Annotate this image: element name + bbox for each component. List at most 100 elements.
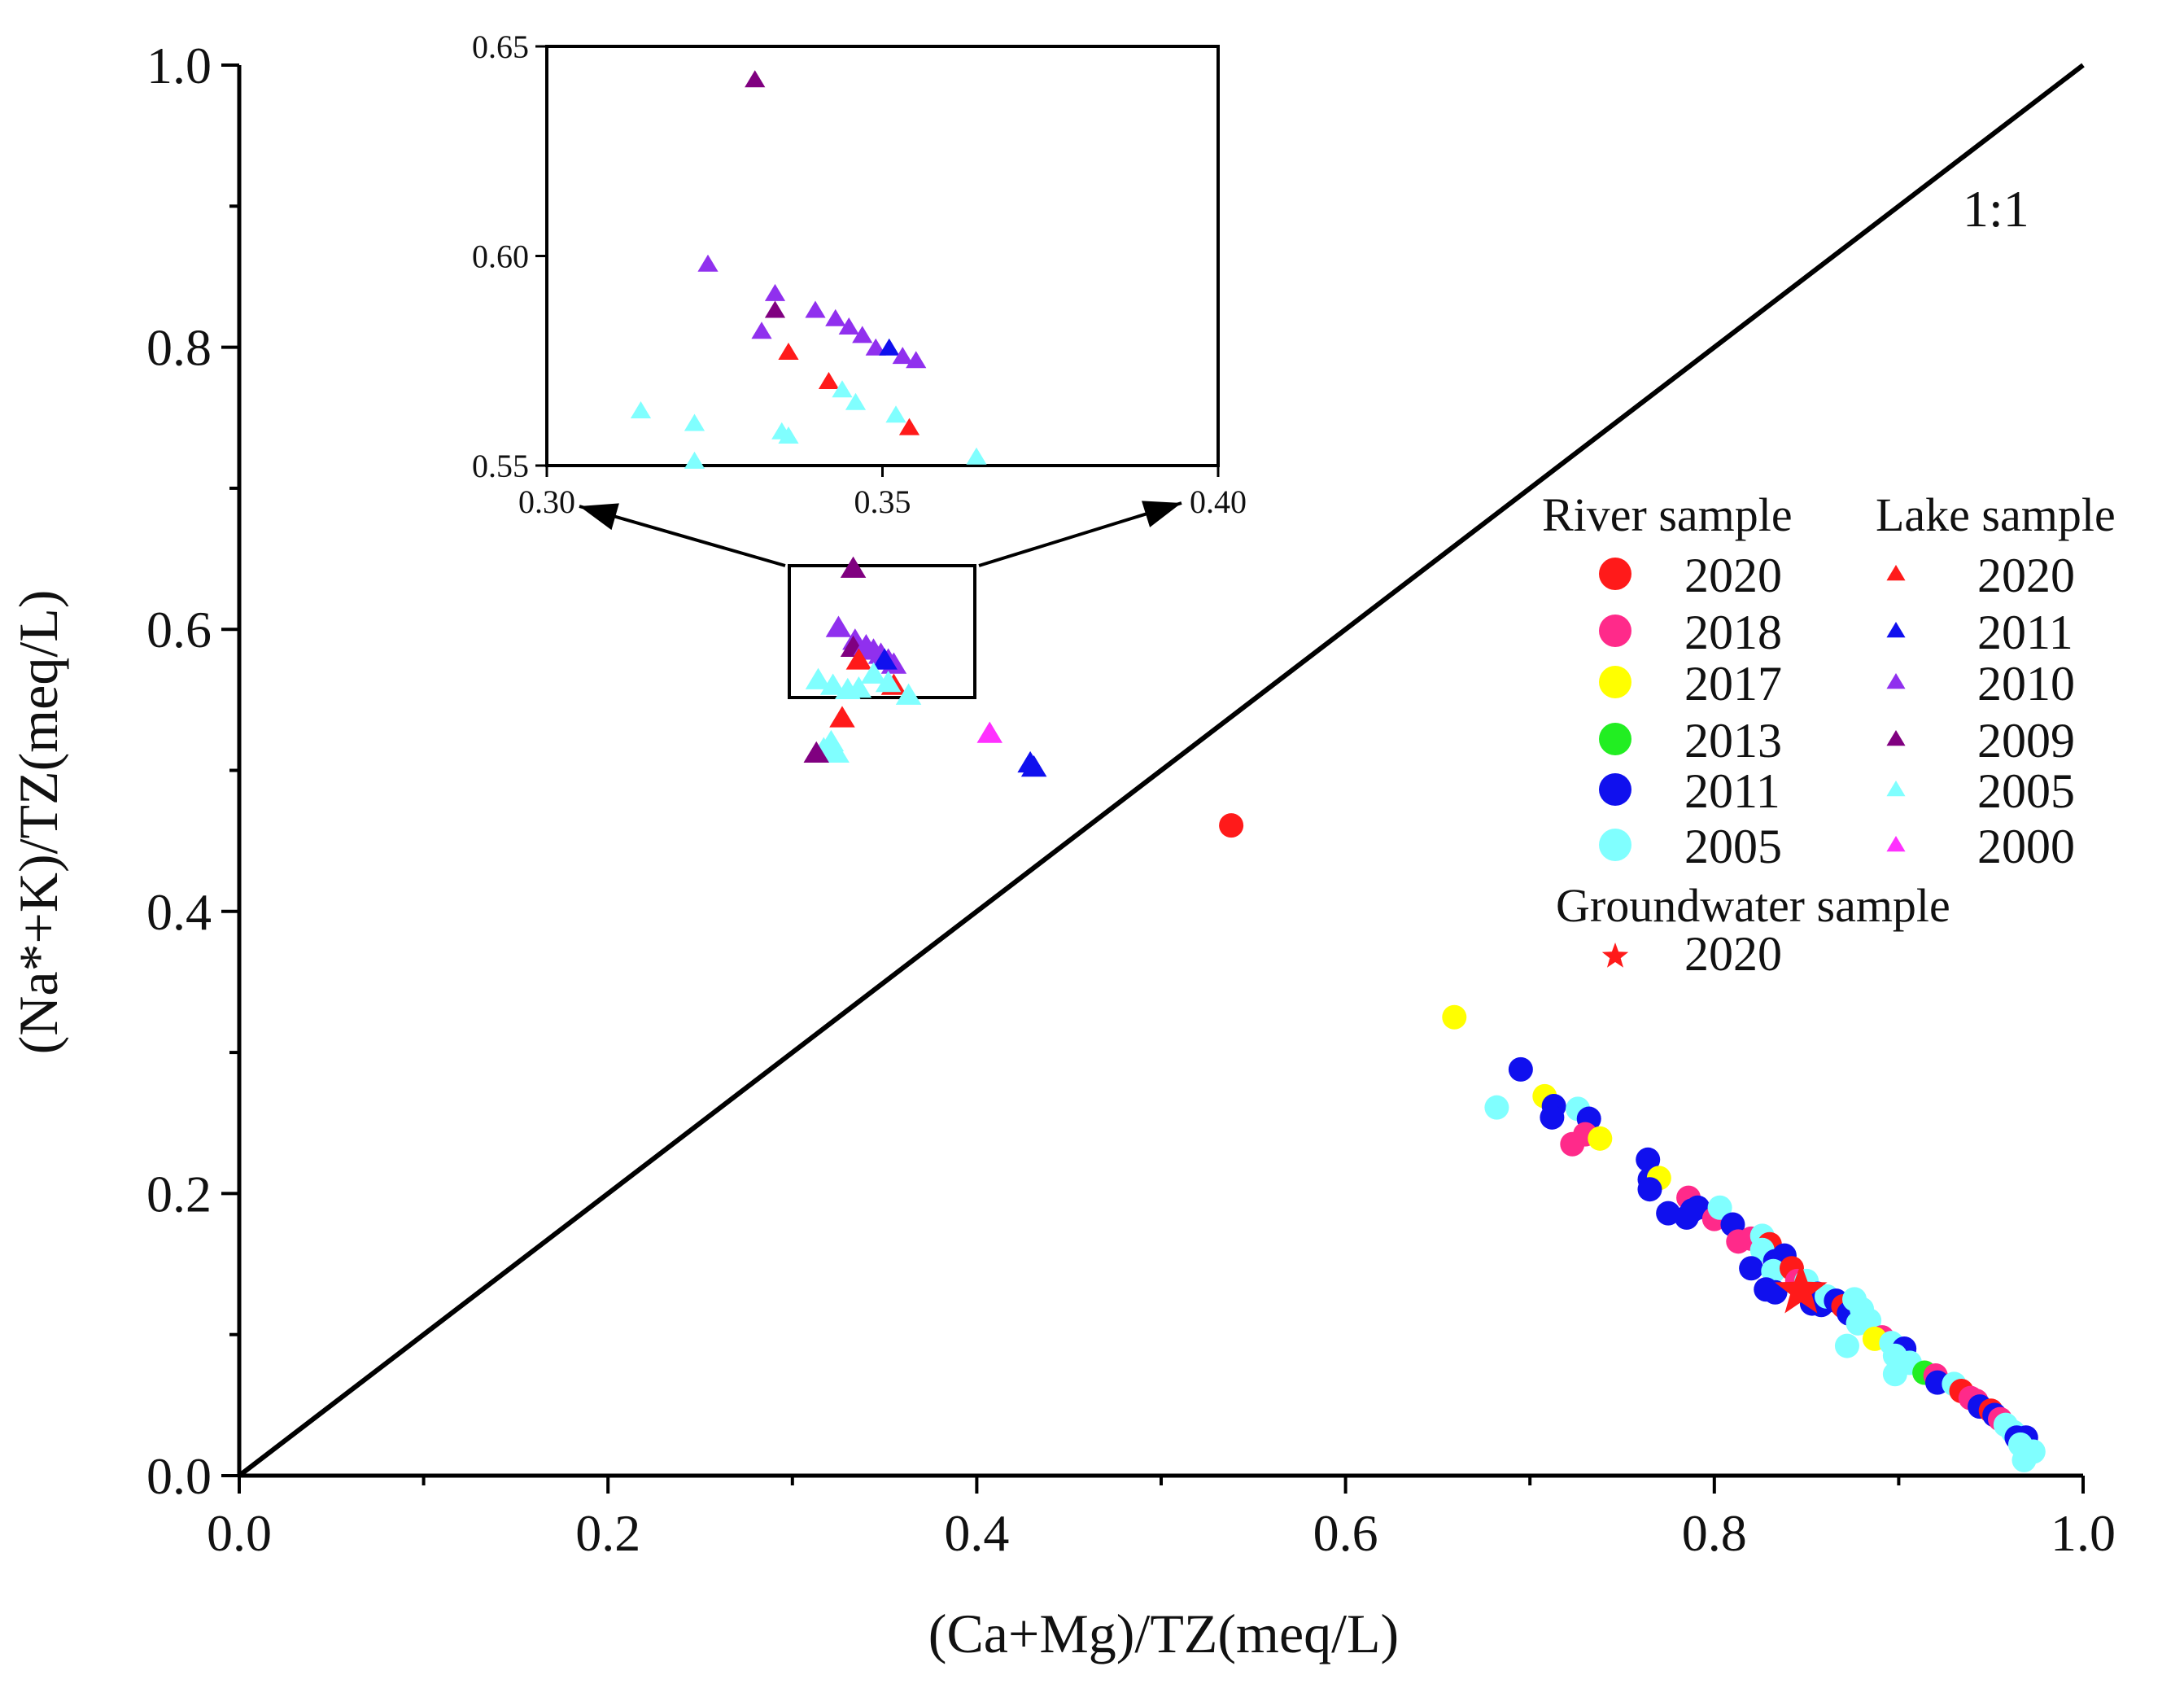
legend-lake-label: 2010 [1977, 657, 2075, 711]
zoom-arrow-left-head [579, 503, 619, 531]
legend-river-label: 2013 [1684, 714, 1782, 768]
main-plot: 0.0 0.2 0.4 0.6 0.8 1.0 0.0 0.2 0.4 0.6 0.8 1.0 [146, 37, 2116, 1562]
zoom-arrow-right-head [1142, 501, 1182, 527]
lake-sample-point [845, 648, 872, 670]
legend-lake-marker [1886, 836, 1906, 852]
river-sample-point [1588, 1126, 1613, 1151]
legend-river-label: 2017 [1684, 657, 1782, 711]
river-sample-point [1484, 1095, 1509, 1120]
inset-lake-point [684, 451, 705, 469]
legend-river-marker [1599, 615, 1631, 647]
legend-river-marker [1599, 829, 1631, 861]
legend-lake-title: Lake sample [1876, 488, 2116, 541]
inset-lake-point [845, 392, 867, 410]
inset-zoom-plot: 0.30 0.35 0.40 0.55 0.60 0.65 [472, 28, 1247, 520]
y-tick-label: 0.6 [146, 601, 212, 658]
inset-lake-point [745, 70, 766, 88]
inset-lake-point [630, 401, 652, 419]
inset-lake-point [818, 372, 840, 389]
inset-x-tick-label: 0.40 [1190, 483, 1247, 520]
inset-lake-point [906, 351, 927, 369]
legend: River sample Lake sample Groundwater sam… [1542, 488, 2116, 981]
y-tick-label: 0.0 [146, 1447, 212, 1505]
lake-sample-point [895, 683, 922, 705]
river-sample-point [1636, 1147, 1661, 1172]
river-sample-point [1739, 1256, 1764, 1281]
inset-x-tick-label: 0.30 [518, 483, 575, 520]
lake-sample-point [875, 671, 902, 693]
x-tick-label: 0.8 [1682, 1504, 1747, 1562]
x-tick-label: 0.0 [207, 1504, 272, 1562]
inset-lake-point [825, 308, 846, 326]
lake-sample-point [835, 677, 861, 699]
river-sample-point [1674, 1205, 1699, 1230]
y-tick-label: 0.4 [146, 883, 212, 941]
lake-sample-point [825, 615, 852, 637]
legend-groundwater-label: 2020 [1684, 927, 1782, 981]
inset-x-tick-label: 0.35 [854, 483, 911, 520]
lake-sample-point [976, 721, 1003, 743]
legend-lake-label: 2005 [1977, 764, 2075, 818]
zoom-box [788, 564, 976, 699]
ratio-line-label: 1:1 [1963, 180, 2029, 238]
inset-lake-point [879, 338, 900, 356]
legend-lake-marker [1886, 730, 1906, 746]
river-sample-point [2011, 1447, 2037, 1472]
x-tick-label: 0.6 [1313, 1504, 1378, 1562]
lake-sample-point [1020, 755, 1047, 777]
river-sample-point [1508, 1056, 1533, 1082]
legend-river-marker [1599, 558, 1631, 590]
inset-lake-point [778, 426, 799, 444]
legend-river-label: 2011 [1684, 764, 1780, 818]
legend-river-label: 2020 [1684, 549, 1782, 602]
y-axis-title: (Na*+K)/TZ(meq/L) [7, 590, 69, 1055]
legend-river-label: 2018 [1684, 606, 1782, 659]
inset-lake-point [966, 447, 987, 465]
lake-sample-point [805, 667, 832, 689]
inset-lake-point [778, 342, 799, 360]
x-tick-label: 1.0 [2051, 1504, 2116, 1562]
x-axis-title: (Ca+Mg)/TZ(meq/L) [928, 1603, 1399, 1664]
legend-river-marker [1599, 723, 1631, 755]
inset-lake-point [832, 380, 853, 398]
inset-lake-point [838, 317, 859, 335]
legend-river-label: 2005 [1684, 820, 1782, 873]
legend-lake-marker [1886, 622, 1906, 638]
legend-groundwater-title: Groundwater sample [1556, 879, 1950, 932]
one-to-one-line [238, 63, 2085, 1478]
legend-lake-label: 2000 [1977, 820, 2075, 873]
legend-river-marker [1599, 666, 1631, 698]
y-tick-label: 1.0 [146, 37, 212, 94]
river-sample-point [1882, 1362, 1907, 1387]
inset-lake-point [885, 405, 906, 423]
legend-groundwater-marker [1601, 943, 1629, 968]
river-sample-point [1834, 1333, 1859, 1358]
river-sample-point [1656, 1201, 1681, 1226]
inset-y-tick-label: 0.55 [472, 448, 529, 484]
legend-lake-marker [1886, 565, 1906, 581]
inset-y-tick-label: 0.60 [472, 238, 529, 275]
inset-lake-point [764, 300, 786, 318]
river-sample-point [1540, 1104, 1565, 1130]
legend-river-title: River sample [1542, 488, 1793, 541]
inset-lake-point [865, 338, 886, 356]
river-sample-point [1219, 813, 1244, 838]
inset-y-tick-label: 0.65 [472, 28, 529, 65]
legend-lake-label: 2011 [1977, 606, 2073, 659]
inset-lake-point [751, 321, 772, 339]
river-sample-point [1442, 1004, 1467, 1030]
legend-river-marker [1599, 773, 1631, 806]
river-sample-point [1707, 1195, 1732, 1220]
lake-sample-point [823, 741, 850, 763]
y-tick-label: 0.2 [146, 1165, 212, 1223]
lake-sample-point [840, 556, 867, 578]
legend-lake-marker [1886, 781, 1906, 797]
river-sample-point [1761, 1258, 1786, 1284]
legend-lake-label: 2009 [1977, 714, 2075, 768]
river-sample-point [1637, 1177, 1662, 1202]
inset-lake-point [805, 300, 826, 318]
lake-sample-point [819, 673, 846, 695]
inset-lake-point [852, 326, 873, 343]
lake-sample-point [829, 706, 855, 728]
